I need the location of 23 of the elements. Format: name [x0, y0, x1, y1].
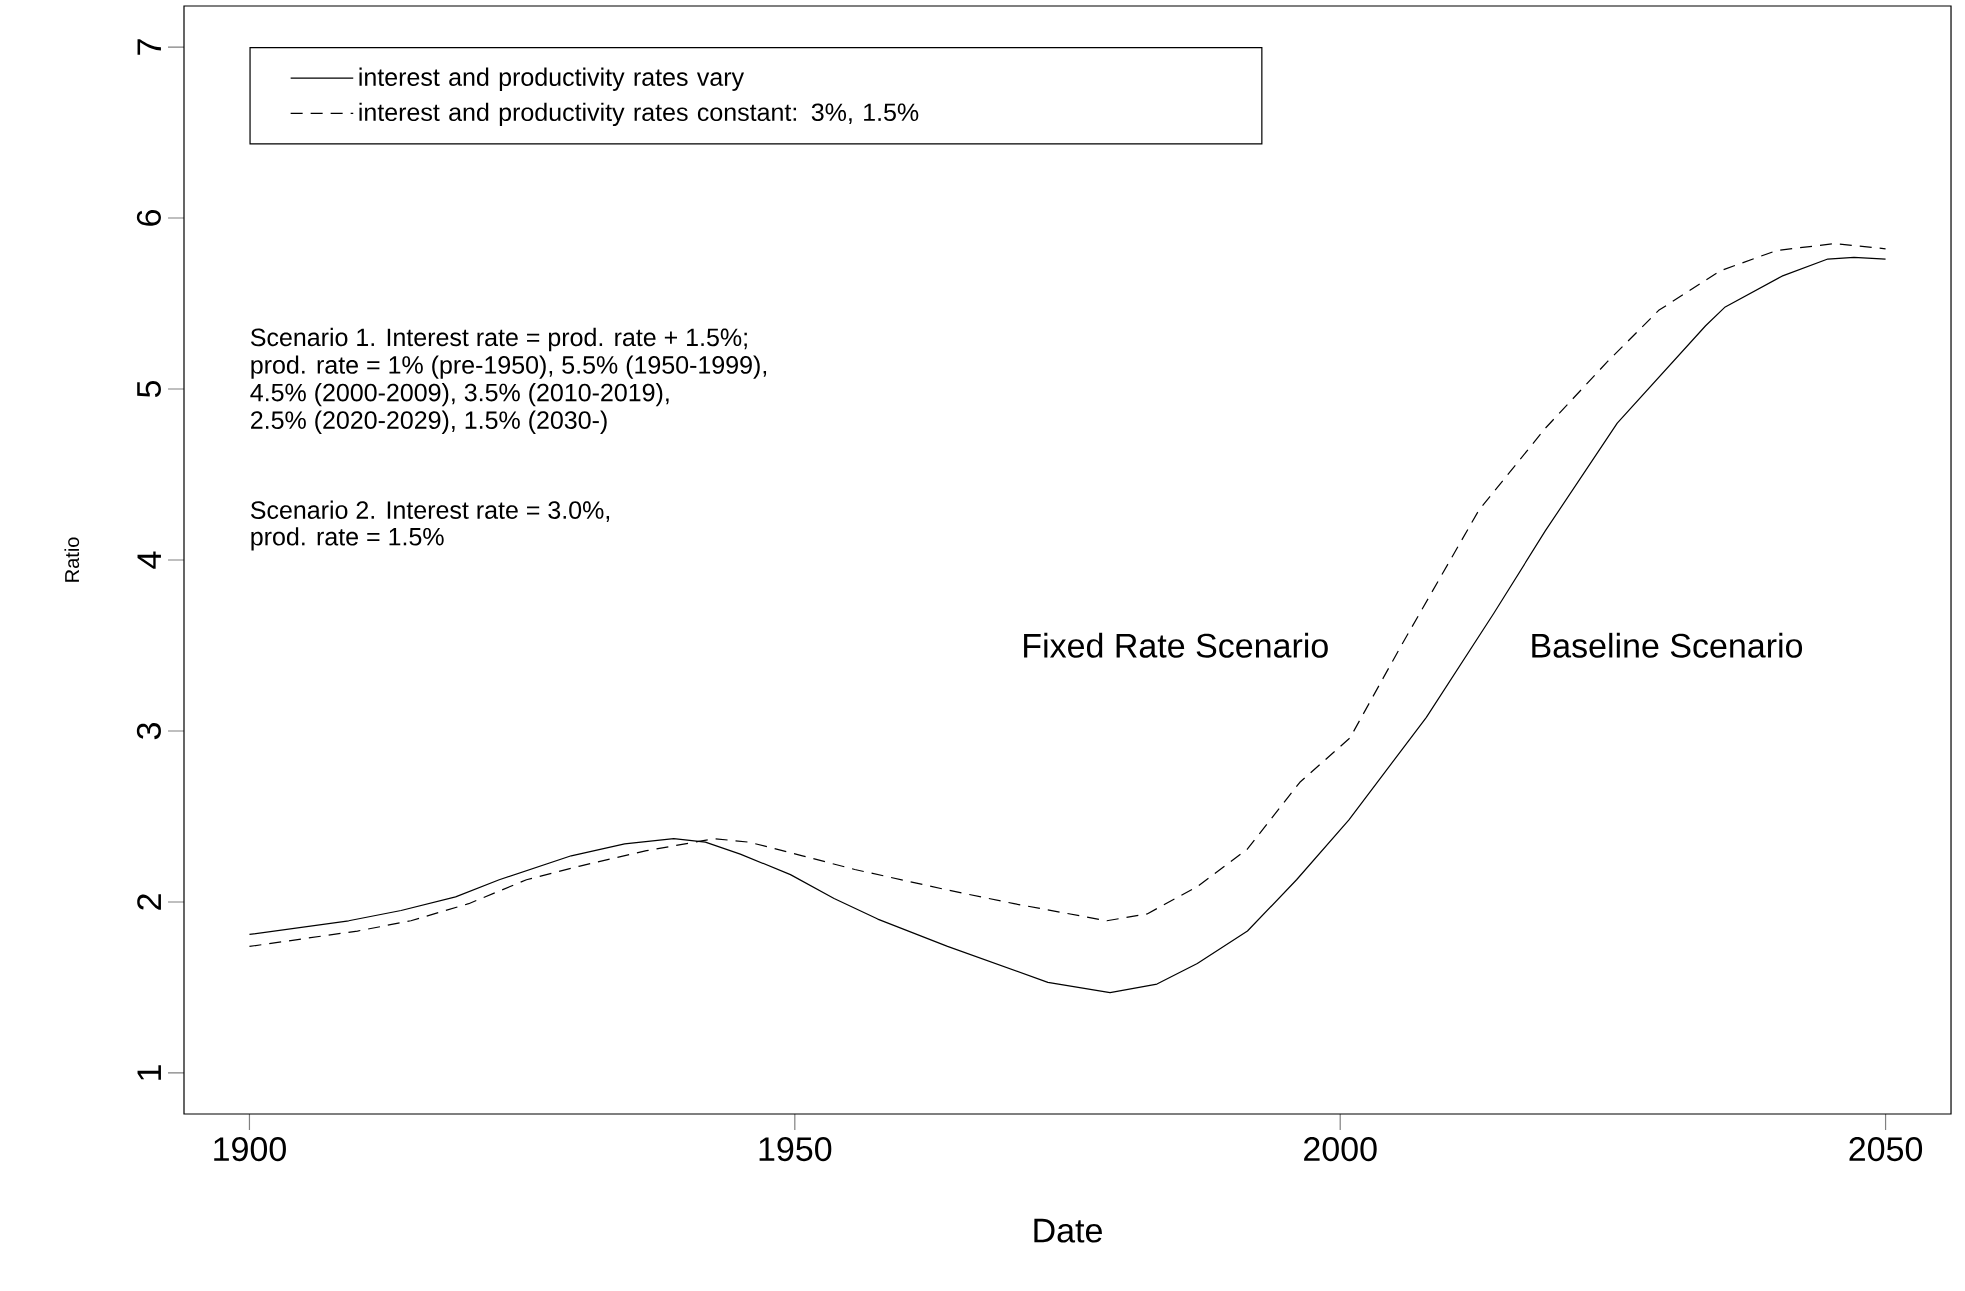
legend-label: interest and productivity rates constant: 3%, 1.5%	[359, 102, 919, 127]
annotation: prod. rate = 1% (pre-1950), 5.5% (1950-1999),	[251, 355, 767, 379]
y-tick-label: 7	[137, 39, 161, 55]
y-tick-label: 5	[137, 380, 161, 398]
x-tick-label: 2050	[1849, 1137, 1923, 1162]
annotation: Fixed Rate Scenario	[1024, 632, 1328, 658]
legend-label: interest and productivity rates vary	[359, 67, 745, 91]
annotation: Scenario 2. Interest rate = 3.0%,	[250, 500, 610, 522]
y-axis-title: Ratio	[64, 537, 80, 582]
x-tick-label: 1950	[759, 1137, 832, 1162]
x-axis-title: Date	[1034, 1218, 1102, 1243]
y-tick-label: 1	[137, 1065, 161, 1080]
annotation: 4.5% (2000-2009), 3.5% (2010-2019),	[250, 383, 669, 407]
annotation: prod. rate = 1.5%	[251, 527, 444, 551]
x-tick-label: 2000	[1304, 1137, 1377, 1162]
y-tick-label: 2	[137, 894, 161, 910]
x-tick-label: 1900	[214, 1137, 286, 1162]
annotation: Baseline Scenario	[1532, 632, 1803, 658]
y-tick-label: 3	[136, 723, 161, 740]
annotation: Scenario 1. Interest rate = prod. rate + 1.5%;	[250, 327, 747, 352]
annotation: 2.5% (2020-2029), 1.5% (2030-)	[251, 410, 607, 434]
y-tick-label: 4	[137, 551, 161, 569]
y-tick-label: 6	[136, 210, 161, 226]
